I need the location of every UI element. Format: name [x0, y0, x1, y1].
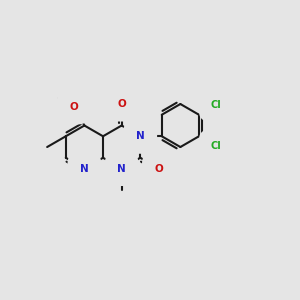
Text: N: N [136, 131, 145, 141]
Text: O: O [117, 99, 126, 109]
Text: O: O [69, 102, 78, 112]
Text: O: O [154, 164, 163, 173]
Text: N: N [80, 164, 89, 173]
Text: Cl: Cl [210, 100, 221, 110]
Text: Cl: Cl [210, 141, 221, 151]
Text: N: N [117, 164, 126, 173]
